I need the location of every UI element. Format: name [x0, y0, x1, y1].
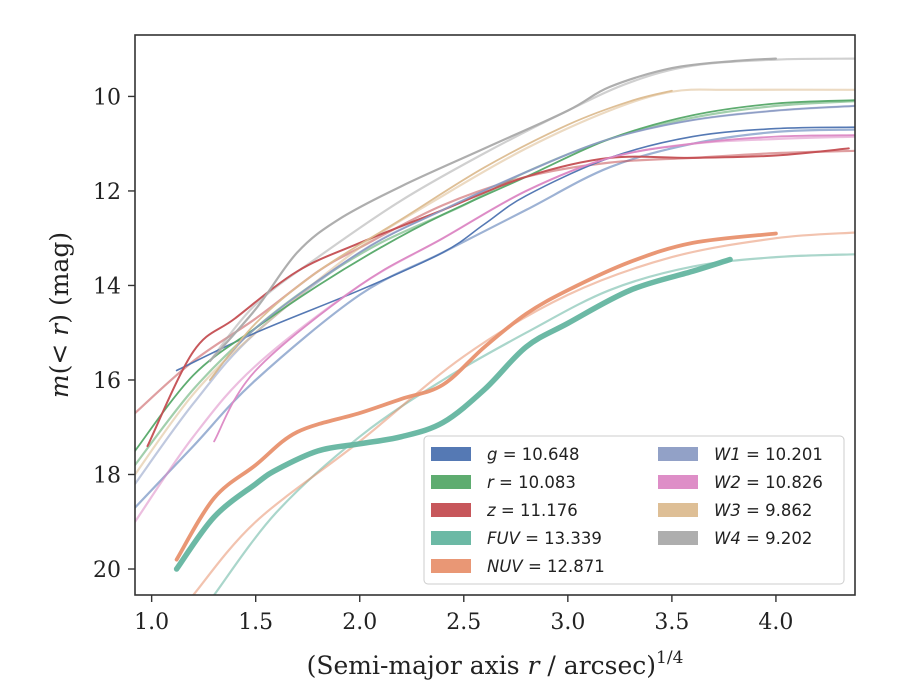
legend-label-fuv: FUV = 13.339	[487, 529, 602, 548]
series-layer	[135, 57, 855, 595]
legend-swatch-w4	[658, 531, 698, 545]
legend-swatch-fuv	[431, 531, 471, 545]
series-measured-z	[146, 147, 850, 448]
legend-label-w4: W4 = 9.202	[714, 529, 812, 548]
legend-label-w1: W1 = 10.201	[714, 445, 823, 464]
x-axis-label: (Semi-major axis r / arcsec)1/4	[307, 648, 684, 680]
legend-swatch-w2	[658, 475, 698, 489]
x-tick-label: 1.0	[134, 610, 169, 635]
series-measured-fuv	[173, 256, 733, 572]
y-axis-ticks: 10 12 14 16 18 20	[93, 85, 135, 583]
legend-swatch-r	[431, 475, 471, 489]
x-tick-label: 3.0	[550, 610, 585, 635]
x-tick-label: 2.5	[446, 610, 481, 635]
y-tick-label: 16	[93, 369, 121, 394]
series-measured-w3	[209, 89, 673, 381]
series-model-z	[135, 149, 855, 415]
x-axis-ticks: 1.0 1.5 2.0 2.5 3.0 3.5 4.0	[134, 595, 793, 635]
plot-frame	[134, 34, 856, 596]
y-tick-label: 10	[93, 85, 121, 110]
series-model-w1	[135, 104, 855, 485]
x-tick-label: 4.0	[758, 610, 793, 635]
legend-swatch-g	[431, 447, 471, 461]
legend-swatch-w1	[658, 447, 698, 461]
series-measured-g	[175, 126, 855, 372]
legend-swatch-w3	[658, 503, 698, 517]
legend-box	[423, 435, 845, 585]
series-measured-w2	[213, 134, 855, 443]
legend-swatch-z	[431, 503, 471, 517]
series-measured-r	[135, 99, 855, 452]
series-model-w4	[208, 57, 855, 363]
y-tick-label: 20	[93, 558, 121, 583]
legend-label-g: g = 10.648	[487, 445, 580, 464]
legend-label-w3: W3 = 9.862	[714, 501, 812, 520]
x-tick-label: 3.5	[654, 610, 689, 635]
series-model-fuv	[213, 253, 855, 595]
legend-label-w2: W2 = 10.826	[714, 473, 823, 492]
y-tick-label: 12	[93, 180, 121, 205]
x-tick-label: 1.5	[238, 610, 273, 635]
series-measured-nuv	[174, 231, 778, 562]
legend-swatch-nuv	[431, 559, 471, 573]
legend: g = 10.648 r = 10.083 z = 11.176 FUV = 13.3…	[423, 435, 845, 585]
y-axis-label: m(< r) (mag)	[45, 232, 74, 398]
y-tick-label: 14	[93, 274, 121, 299]
series-measured-w1	[209, 105, 855, 381]
legend-label-r: r = 10.083	[487, 473, 576, 492]
legend-label-nuv: NUV = 12.871	[487, 557, 605, 576]
x-tick-label: 2.0	[342, 610, 377, 635]
series-model-g	[135, 128, 855, 509]
y-tick-label: 18	[93, 463, 121, 488]
legend-label-z: z = 11.176	[486, 501, 578, 520]
series-measured-w4	[208, 57, 777, 363]
